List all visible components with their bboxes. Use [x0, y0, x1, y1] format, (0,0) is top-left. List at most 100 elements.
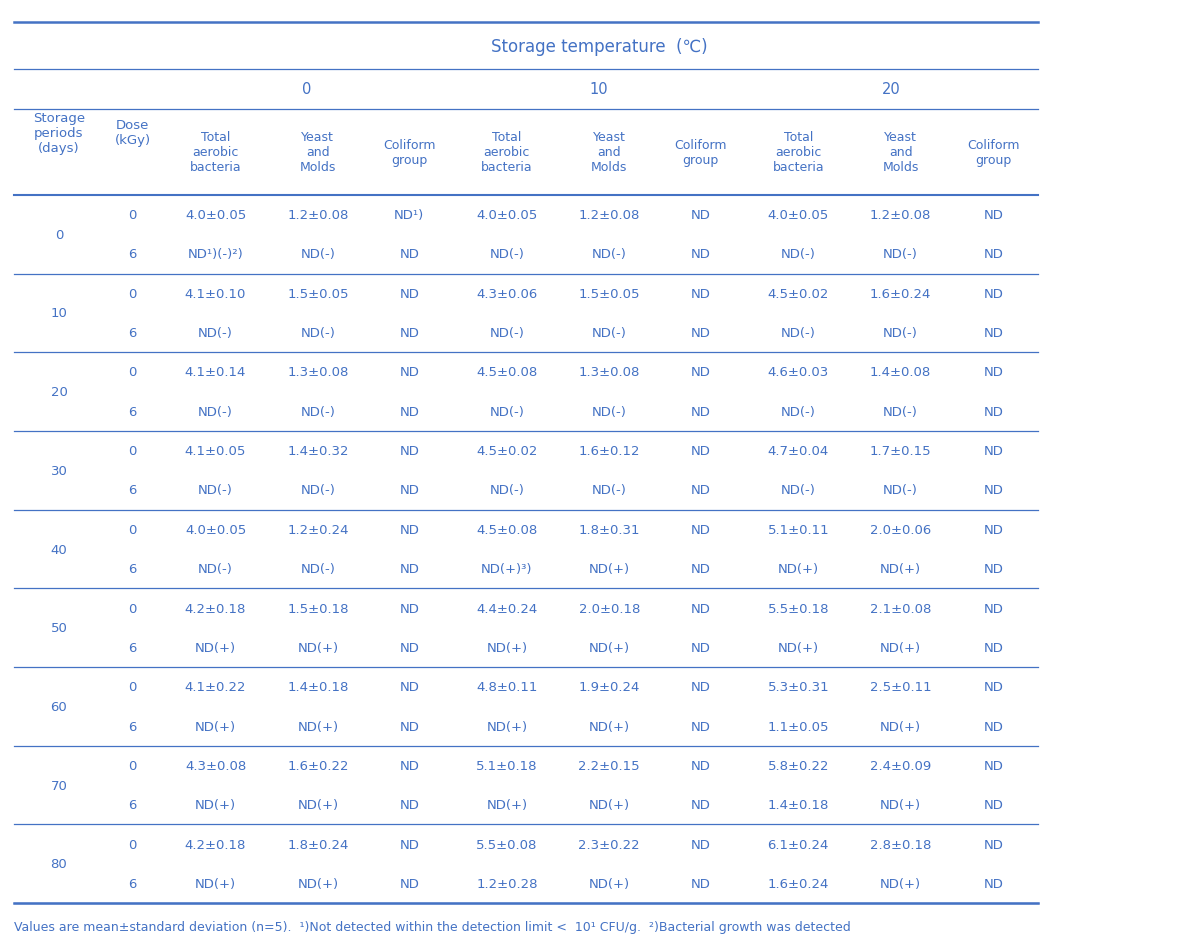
Text: ND(-): ND(-): [592, 484, 626, 497]
Text: 1.8±0.31: 1.8±0.31: [578, 523, 641, 536]
Text: 4.0±0.05: 4.0±0.05: [768, 209, 828, 222]
Text: ND(-): ND(-): [884, 327, 917, 340]
Text: ND(-): ND(-): [199, 563, 232, 576]
Text: 0: 0: [129, 366, 136, 379]
Text: ND: ND: [691, 366, 710, 379]
Text: ND(-): ND(-): [781, 327, 815, 340]
Text: Coliform
group: Coliform group: [383, 139, 436, 167]
Text: 1.6±0.12: 1.6±0.12: [578, 445, 641, 458]
Text: ND: ND: [400, 366, 419, 379]
Text: ND(-): ND(-): [301, 563, 335, 576]
Text: 1.3±0.08: 1.3±0.08: [288, 366, 348, 379]
Text: 2.8±0.18: 2.8±0.18: [870, 838, 931, 851]
Text: Values are mean±standard deviation (n=5).  ¹)Not detected within the detection l: Values are mean±standard deviation (n=5)…: [14, 920, 851, 933]
Text: 1.4±0.18: 1.4±0.18: [288, 680, 348, 694]
Text: ND: ND: [400, 798, 419, 812]
Text: 0: 0: [129, 680, 136, 694]
Text: ND(+): ND(+): [778, 563, 819, 576]
Text: 4.0±0.05: 4.0±0.05: [477, 209, 537, 222]
Text: ND(+): ND(+): [195, 720, 236, 733]
Text: ND(-): ND(-): [592, 405, 626, 418]
Text: 4.2±0.18: 4.2±0.18: [185, 602, 246, 615]
Text: 1.5±0.05: 1.5±0.05: [287, 287, 349, 300]
Text: 4.5±0.08: 4.5±0.08: [477, 523, 537, 536]
Text: ND(+): ND(+): [589, 798, 630, 812]
Text: ND: ND: [691, 523, 710, 536]
Text: 4.1±0.10: 4.1±0.10: [185, 287, 246, 300]
Text: ND(-): ND(-): [490, 248, 524, 261]
Text: ND: ND: [984, 720, 1003, 733]
Text: 1.6±0.24: 1.6±0.24: [768, 877, 828, 890]
Text: 6: 6: [129, 405, 136, 418]
Text: 4.5±0.02: 4.5±0.02: [477, 445, 537, 458]
Text: ND(+): ND(+): [589, 563, 630, 576]
Text: ND(-): ND(-): [884, 484, 917, 497]
Text: 0: 0: [302, 82, 312, 97]
Text: 0: 0: [129, 445, 136, 458]
Text: ND(+): ND(+): [297, 720, 338, 733]
Text: 6: 6: [129, 798, 136, 812]
Text: ND: ND: [984, 602, 1003, 615]
Text: 2.0±0.06: 2.0±0.06: [870, 523, 931, 536]
Text: ND(+): ND(+): [486, 720, 527, 733]
Text: Total
aerobic
bacteria: Total aerobic bacteria: [482, 131, 532, 174]
Text: 1.3±0.08: 1.3±0.08: [579, 366, 639, 379]
Text: ND: ND: [691, 563, 710, 576]
Text: ND: ND: [984, 680, 1003, 694]
Text: 5.3±0.31: 5.3±0.31: [767, 680, 830, 694]
Text: ND: ND: [984, 641, 1003, 654]
Text: 0: 0: [129, 523, 136, 536]
Text: 5.8±0.22: 5.8±0.22: [767, 759, 830, 772]
Text: ND(+): ND(+): [880, 720, 921, 733]
Text: 0: 0: [129, 602, 136, 615]
Text: Total
aerobic
bacteria: Total aerobic bacteria: [773, 131, 824, 174]
Text: 2.1±0.08: 2.1±0.08: [870, 602, 931, 615]
Text: ND(+): ND(+): [778, 641, 819, 654]
Text: 4.3±0.08: 4.3±0.08: [185, 759, 246, 772]
Text: 2.3±0.22: 2.3±0.22: [578, 838, 641, 851]
Text: 80: 80: [51, 857, 67, 870]
Text: 1.2±0.28: 1.2±0.28: [476, 877, 538, 890]
Text: ND: ND: [984, 798, 1003, 812]
Text: ND(+)³): ND(+)³): [482, 563, 532, 576]
Text: ND(-): ND(-): [301, 484, 335, 497]
Text: 40: 40: [51, 543, 67, 556]
Text: ND: ND: [984, 877, 1003, 890]
Text: 1.5±0.05: 1.5±0.05: [578, 287, 641, 300]
Text: ND: ND: [400, 641, 419, 654]
Text: ND(-): ND(-): [301, 327, 335, 340]
Text: ND: ND: [984, 759, 1003, 772]
Text: 1.2±0.24: 1.2±0.24: [287, 523, 349, 536]
Text: ND: ND: [984, 523, 1003, 536]
Text: ND(+): ND(+): [195, 798, 236, 812]
Text: ND: ND: [984, 248, 1003, 261]
Text: 1.9±0.24: 1.9±0.24: [579, 680, 639, 694]
Text: 4.6±0.03: 4.6±0.03: [768, 366, 828, 379]
Text: 70: 70: [51, 779, 67, 792]
Text: ND: ND: [400, 563, 419, 576]
Text: 1.4±0.18: 1.4±0.18: [768, 798, 828, 812]
Text: ND(-): ND(-): [884, 405, 917, 418]
Text: ND: ND: [691, 877, 710, 890]
Text: ND: ND: [691, 720, 710, 733]
Text: 6: 6: [129, 877, 136, 890]
Text: ND: ND: [691, 798, 710, 812]
Text: 4.7±0.04: 4.7±0.04: [768, 445, 828, 458]
Text: Dose
(kGy): Dose (kGy): [114, 119, 150, 147]
Text: 20: 20: [881, 82, 901, 97]
Text: 2.4±0.09: 2.4±0.09: [870, 759, 931, 772]
Text: ND: ND: [400, 445, 419, 458]
Text: 2.0±0.18: 2.0±0.18: [579, 602, 639, 615]
Text: Yeast
and
Molds: Yeast and Molds: [300, 131, 336, 174]
Text: 4.1±0.14: 4.1±0.14: [185, 366, 246, 379]
Text: ND: ND: [400, 720, 419, 733]
Text: 6: 6: [129, 327, 136, 340]
Text: Storage
periods
(days): Storage periods (days): [33, 111, 85, 154]
Text: ND(+): ND(+): [297, 798, 338, 812]
Text: 5.5±0.18: 5.5±0.18: [767, 602, 830, 615]
Text: ND: ND: [984, 405, 1003, 418]
Text: ND: ND: [984, 287, 1003, 300]
Text: ND(+): ND(+): [880, 641, 921, 654]
Text: 1.2±0.08: 1.2±0.08: [288, 209, 348, 222]
Text: ND(+): ND(+): [589, 877, 630, 890]
